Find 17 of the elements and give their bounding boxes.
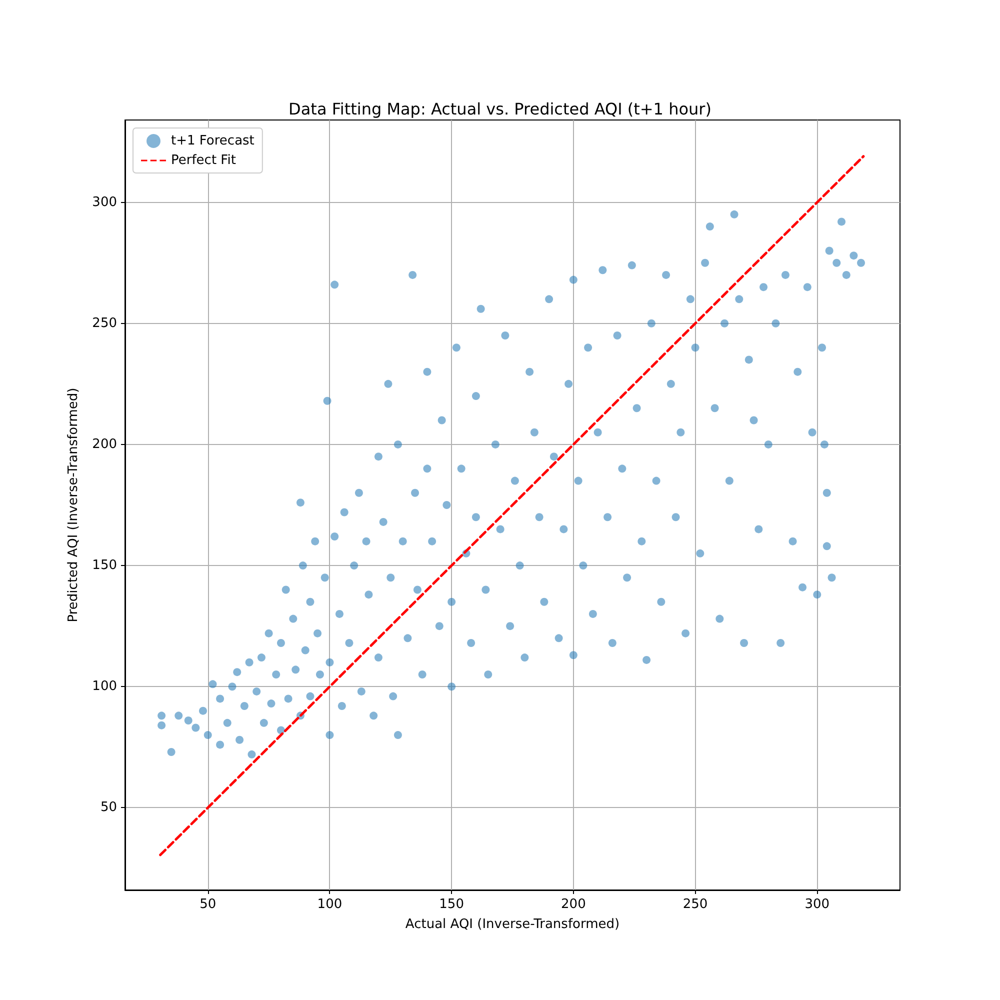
y-tick-label: 250 [92,316,117,331]
x-tick-label: 300 [804,897,830,912]
legend-label: t+1 Forecast [171,134,254,148]
x-tick-label: 50 [200,897,216,912]
x-tick-label: 250 [682,897,708,912]
chart-title: Data Fitting Map: Actual vs. Predicted AQI (t+1 hour) [288,100,712,118]
y-tick-label: 200 [92,436,117,452]
x-tick-label: 150 [439,897,464,912]
legend-label: Perfect Fit [171,153,236,168]
y-tick-label: 100 [92,679,117,694]
y-tick-label: 150 [92,558,117,574]
y-tick-label: 50 [100,800,117,816]
x-axis-title: Actual AQI (Inverse-Transformed) [405,917,620,932]
y-axis-title: Predicted AQI (Inverse-Transformed) [66,388,81,622]
y-tick-label: 300 [92,194,117,210]
x-tick-label: 200 [561,897,586,912]
x-tick-label: 100 [317,897,342,912]
